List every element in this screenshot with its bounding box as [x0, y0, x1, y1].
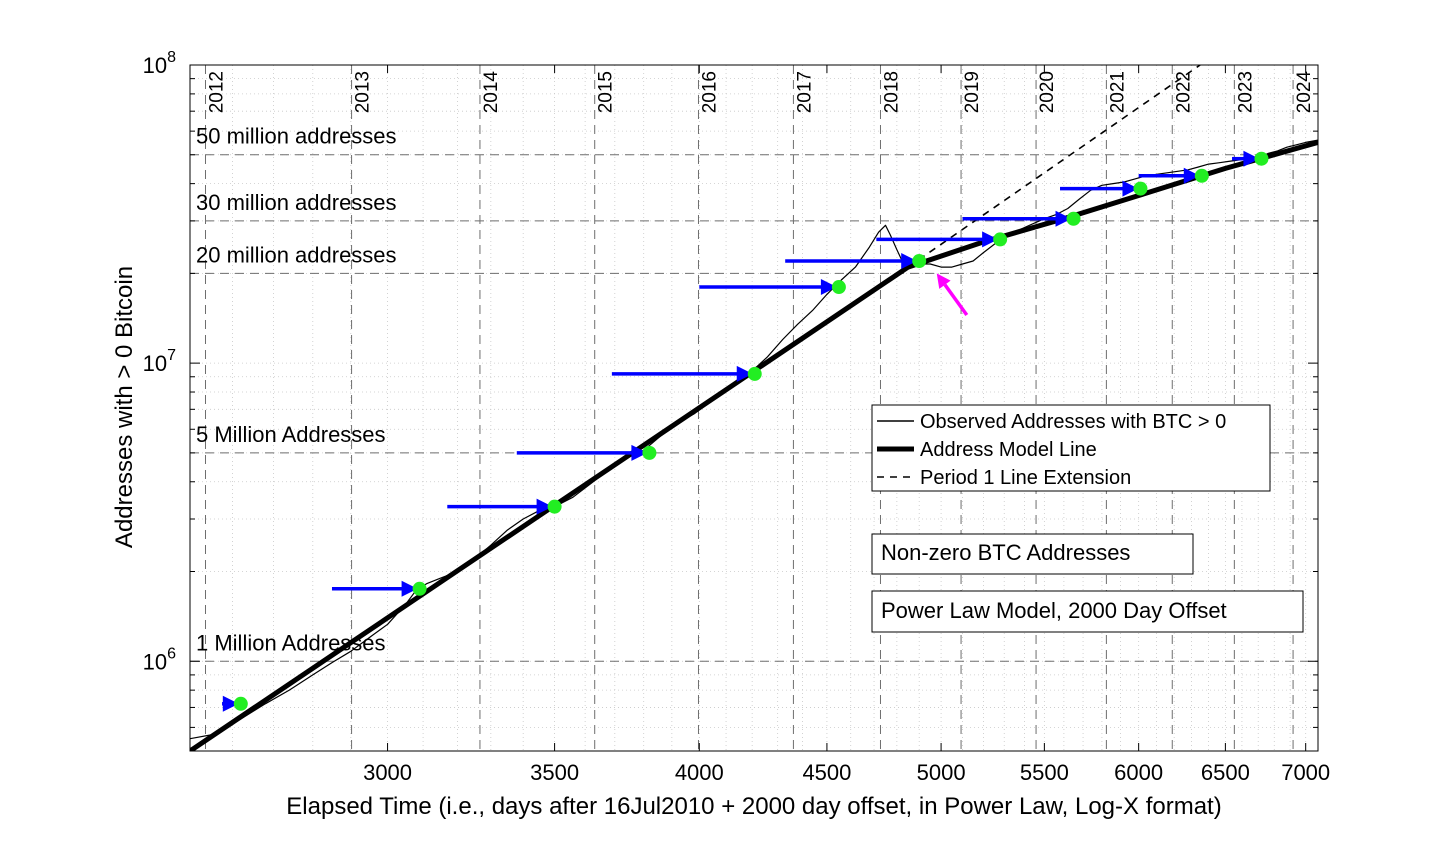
marker-dot — [642, 445, 657, 460]
text-box-nonzero: Non-zero BTC Addresses — [871, 533, 1194, 575]
text-box-nonzero-frame — [871, 533, 1194, 575]
marker-dot — [412, 581, 427, 596]
year-label: 2022 — [1173, 71, 1194, 113]
marker-arrow-head — [631, 444, 648, 461]
year-label: 2019 — [962, 71, 983, 113]
legend-label-observed: Observed Addresses with BTC > 0 — [920, 411, 1226, 433]
reference-labels: 50 million addresses 30 million addresses… — [196, 124, 397, 656]
year-label: 2017 — [794, 71, 815, 113]
x-axis-label: Elapsed Time (i.e., days after 16Jul2010… — [286, 793, 1221, 820]
marker-dot — [993, 232, 1008, 247]
x-tick-label: 5500 — [1020, 760, 1069, 785]
marker-arrow-head — [536, 498, 553, 515]
year-label: 2021 — [1107, 71, 1128, 113]
marker-dot — [1194, 168, 1209, 183]
year-label: 2023 — [1235, 71, 1256, 113]
year-label: 2020 — [1037, 71, 1058, 113]
marker-arrow-head — [820, 279, 837, 296]
legend-label-extension: Period 1 Line Extension — [920, 467, 1131, 489]
y-tick-label: 106 — [143, 645, 176, 674]
marker-arrow-head — [1183, 167, 1200, 184]
text-box-power-law-label: Power Law Model, 2000 Day Offset — [881, 598, 1227, 623]
highlight-arrow-shaft — [943, 283, 969, 317]
y-tick-label: 107 — [143, 347, 176, 376]
legend-box — [871, 404, 1271, 492]
year-label: 2018 — [881, 71, 902, 113]
legend: Observed Addresses with BTC > 0 Address … — [871, 404, 1271, 492]
marker-dot — [747, 366, 762, 381]
year-label: 2016 — [699, 71, 720, 113]
marker-layer — [222, 150, 1269, 712]
marker-dot — [1133, 181, 1148, 196]
reference-label: 1 Million Addresses — [196, 630, 386, 655]
reference-label: 50 million addresses — [196, 124, 397, 149]
text-box-power-law-frame — [871, 590, 1304, 633]
x-tick-label: 6000 — [1114, 760, 1163, 785]
y-axis-ticks: 106 107 108 — [143, 49, 1318, 752]
reference-label: 5 Million Addresses — [196, 422, 386, 447]
year-labels: 2012 2013 2014 2015 2016 2017 2018 2019 2020 2021… — [206, 71, 1315, 114]
x-tick-label: 3000 — [363, 760, 412, 785]
reference-label: 30 million addresses — [196, 190, 397, 215]
marker-dot — [547, 499, 562, 514]
x-tick-label: 5000 — [917, 760, 966, 785]
reference-label: 20 million addresses — [196, 242, 397, 267]
marker-arrow-head — [982, 231, 999, 248]
text-box-power-law: Power Law Model, 2000 Day Offset — [871, 590, 1304, 633]
plot-frame — [189, 64, 1319, 752]
x-tick-label: 4500 — [802, 760, 851, 785]
year-label: 2014 — [481, 71, 502, 114]
x-tick-label: 3500 — [530, 760, 579, 785]
y-axis-label: Addresses with > 0 Bitcoin — [111, 266, 138, 548]
marker-arrow-head — [222, 695, 239, 712]
year-gridlines — [204, 65, 1294, 751]
x-tick-label: 7000 — [1281, 760, 1330, 785]
marker-dot — [912, 254, 927, 269]
x-axis-ticks: 3000 3500 4000 4500 5000 5500 6000 6500 7000 — [363, 65, 1330, 785]
year-label: 2013 — [353, 71, 374, 113]
year-label: 2015 — [596, 71, 617, 113]
marker-arrow-head — [736, 365, 753, 382]
year-label: 2012 — [206, 71, 227, 113]
marker-dot — [1066, 211, 1081, 226]
x-tick-label: 4000 — [675, 760, 724, 785]
year-label: 2024 — [1294, 71, 1315, 114]
x-tick-label: 6500 — [1201, 760, 1250, 785]
reference-gridlines — [190, 154, 1318, 662]
marker-dot — [233, 696, 248, 711]
marker-dot — [1254, 151, 1269, 166]
text-box-nonzero-label: Non-zero BTC Addresses — [881, 540, 1130, 565]
highlight-arrow-head — [936, 273, 951, 289]
marker-arrow-head — [1122, 180, 1139, 197]
legend-label-model: Address Model Line — [920, 439, 1097, 461]
y-tick-label: 108 — [143, 49, 176, 78]
marker-arrow-head — [1243, 150, 1260, 167]
marker-dot — [831, 280, 846, 295]
marker-arrow-head — [401, 580, 418, 597]
marker-arrow-head — [901, 253, 918, 270]
marker-arrow-head — [1055, 210, 1072, 227]
